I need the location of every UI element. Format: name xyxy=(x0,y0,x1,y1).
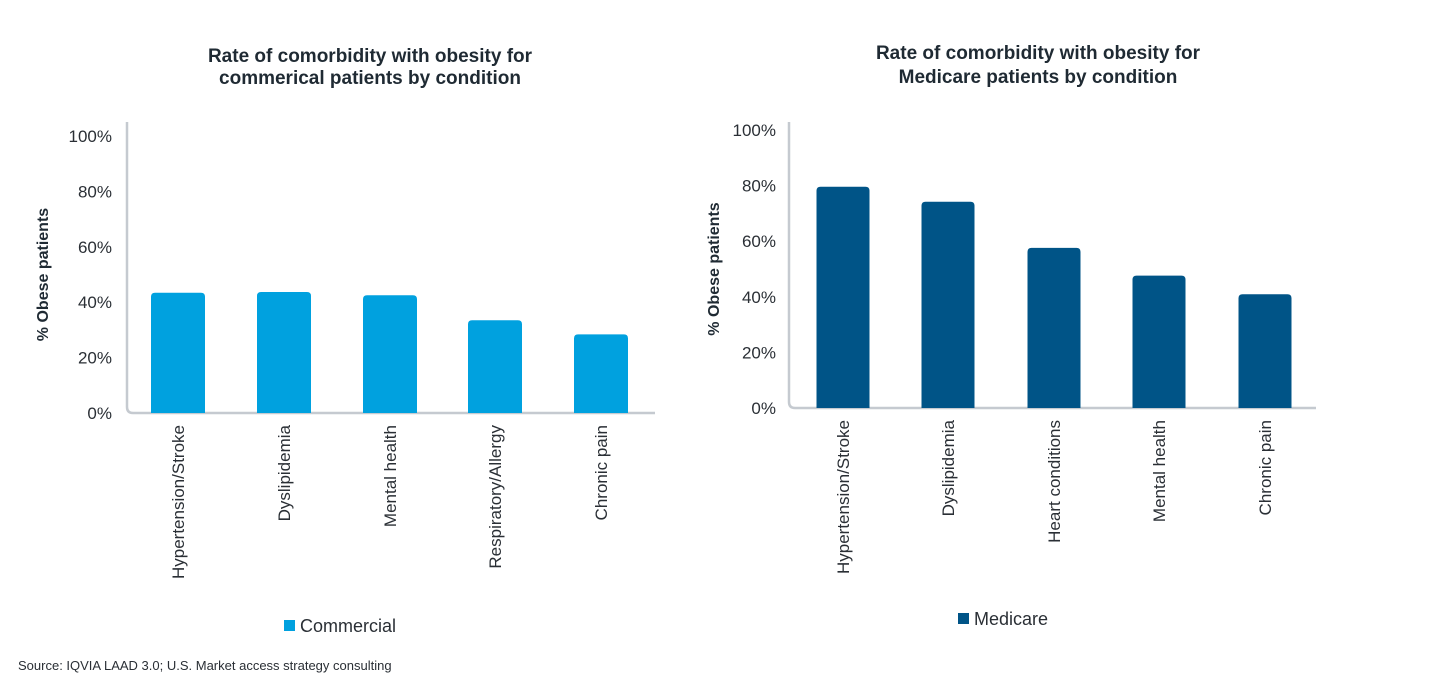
bar xyxy=(1238,294,1292,408)
chart-title-line: Rate of comorbidity with obesity for xyxy=(208,46,533,67)
legend-label: Medicare xyxy=(974,609,1048,629)
bar xyxy=(468,320,522,413)
source-note: Source: IQVIA LAAD 3.0; U.S. Market acce… xyxy=(18,658,392,673)
legend-label: Commercial xyxy=(300,616,396,636)
bar xyxy=(363,295,417,413)
chart-title-line: Medicare patients by condition xyxy=(899,67,1178,88)
legend-swatch xyxy=(284,620,295,631)
medicare-chart: Rate of comorbidity with obesity for Medi… xyxy=(706,43,1316,629)
y-tick-label: 60% xyxy=(78,238,112,257)
x-tick-label: Dyslipidemia xyxy=(939,419,958,516)
chart-title-line: Rate of comorbidity with obesity for xyxy=(876,43,1201,64)
bar xyxy=(151,292,205,413)
chart-title-line: commerical patients by condition xyxy=(219,68,521,89)
axis-lines xyxy=(125,122,655,415)
y-axis-title: % Obese patients xyxy=(35,208,52,341)
x-tick-label: Dyslipidemia xyxy=(275,424,294,521)
x-tick-label: Hypertension/Stroke xyxy=(169,425,188,579)
x-tick-label: Mental health xyxy=(1150,420,1169,522)
commercial-chart: Rate of comorbidity with obesity forcomm… xyxy=(35,46,655,636)
y-tick-label: 100% xyxy=(69,127,112,146)
y-axis-title: % Obese patients xyxy=(706,202,723,335)
legend-swatch xyxy=(958,613,969,624)
y-tick-label: 0% xyxy=(751,399,776,418)
x-tick-label: Chronic pain xyxy=(592,425,611,520)
bar xyxy=(921,201,975,408)
y-tick-label: 60% xyxy=(742,232,776,251)
y-tick-label: 40% xyxy=(78,293,112,312)
y-tick-label: 80% xyxy=(742,177,776,196)
x-tick-label: Chronic pain xyxy=(1256,420,1275,515)
axis-lines xyxy=(787,122,1316,410)
bar xyxy=(257,291,311,413)
y-tick-label: 20% xyxy=(742,343,776,362)
bar xyxy=(574,334,628,413)
y-tick-label: 0% xyxy=(87,404,112,423)
x-tick-label: Respiratory/Allergy xyxy=(486,425,505,569)
x-tick-label: Heart conditions xyxy=(1045,420,1064,543)
y-tick-label: 80% xyxy=(78,182,112,201)
y-tick-label: 100% xyxy=(733,121,776,140)
bar xyxy=(1132,275,1186,408)
y-tick-label: 40% xyxy=(742,288,776,307)
x-tick-label: Hypertension/Stroke xyxy=(834,420,853,574)
x-tick-label: Mental health xyxy=(381,425,400,527)
y-tick-label: 20% xyxy=(78,349,112,368)
bar xyxy=(816,186,870,408)
bar xyxy=(1027,247,1081,408)
